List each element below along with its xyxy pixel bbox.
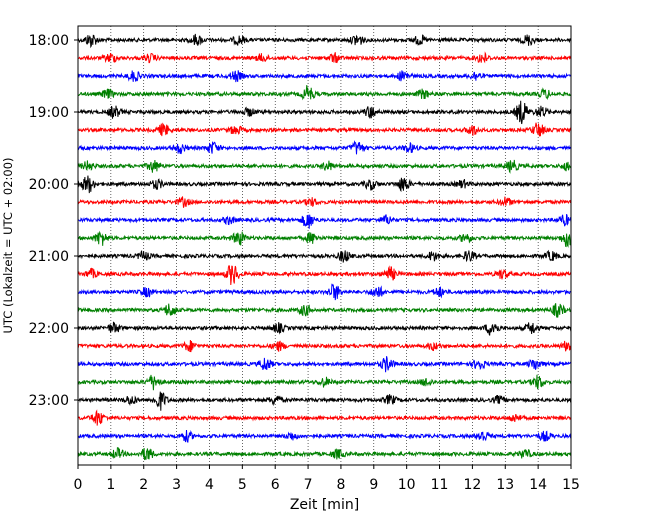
y-tick-label: 18:00	[29, 33, 69, 49]
x-tick-label: 7	[304, 477, 313, 493]
grid-lines	[110, 26, 539, 465]
y-tick-label: 19:00	[29, 105, 69, 121]
seismogram-trace	[77, 356, 572, 373]
x-tick-label: 14	[529, 477, 547, 493]
x-tick-label: 9	[369, 477, 378, 493]
x-tick-label: 8	[336, 477, 345, 493]
seismogram-trace	[77, 175, 572, 194]
seismogram-trace	[77, 409, 572, 426]
seismogram-trace	[77, 100, 572, 125]
y-axis-title: UTC (Lokalzeit = UTC + 02:00)	[1, 157, 15, 333]
x-tick-label: 6	[271, 477, 280, 493]
x-tick-label: 4	[205, 477, 214, 493]
seismogram-trace	[77, 391, 572, 411]
x-tick-label: 5	[238, 477, 247, 493]
seismogram-trace	[77, 85, 572, 101]
y-tick-label: 22:00	[29, 321, 69, 337]
y-tick-label: 20:00	[29, 177, 69, 193]
seismogram-trace	[77, 230, 572, 248]
plot-frame	[77, 25, 572, 466]
seismogram-trace	[77, 196, 572, 208]
seismogram-trace	[77, 374, 572, 391]
x-ticks: 0 1 2 3 4 5 6 7 8 9 10 11 12 13 14 15	[74, 465, 580, 493]
x-tick-label: 0	[74, 477, 83, 493]
seismogram-trace	[78, 265, 572, 286]
seismogram-trace	[77, 213, 572, 229]
x-tick-label: 12	[463, 477, 481, 493]
x-tick-label: 10	[398, 477, 416, 493]
seismogram-trace	[77, 33, 572, 49]
x-tick-label: 13	[496, 477, 514, 493]
seismogram-trace	[77, 122, 572, 137]
seismogram-trace	[77, 339, 572, 353]
seismogram-trace	[77, 249, 572, 263]
seismogram-trace	[77, 159, 572, 174]
seismogram-trace	[77, 429, 572, 443]
x-axis-title: Zeit [min]	[290, 497, 359, 513]
y-tick-label: 23:00	[29, 393, 69, 409]
seismogram-trace	[77, 283, 572, 301]
x-tick-label: 1	[106, 477, 115, 493]
y-ticks: 18:00 19:00 20:00 21:00 22:00 23:00	[29, 33, 78, 409]
y-tick-label: 21:00	[29, 249, 69, 265]
seismogram-trace	[77, 70, 572, 83]
traces	[77, 33, 572, 461]
seismogram-trace	[77, 447, 572, 461]
seismogram-trace	[77, 140, 572, 155]
x-tick-label: 11	[431, 477, 449, 493]
x-tick-label: 15	[562, 477, 580, 493]
seismogram-trace	[77, 321, 572, 336]
x-tick-label: 3	[172, 477, 181, 493]
seismogram-trace	[77, 51, 572, 64]
seismogram-trace	[77, 303, 572, 318]
x-tick-label: 2	[139, 477, 148, 493]
